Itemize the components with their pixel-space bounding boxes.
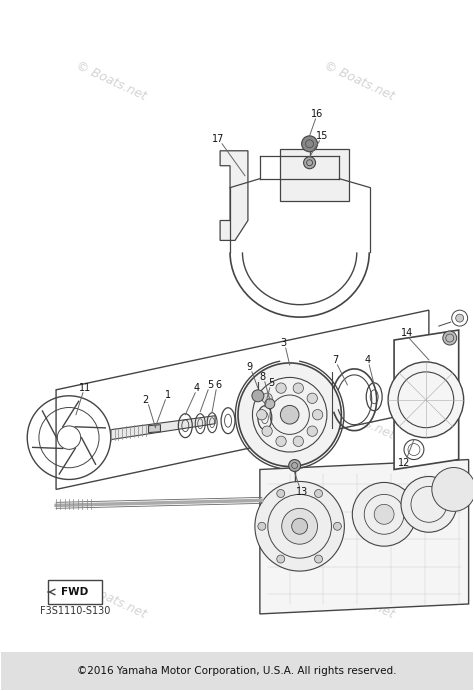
Polygon shape bbox=[260, 460, 469, 614]
Text: 14: 14 bbox=[401, 328, 413, 338]
Bar bbox=[1, 652, 473, 690]
Polygon shape bbox=[148, 425, 161, 433]
FancyBboxPatch shape bbox=[48, 580, 102, 604]
Circle shape bbox=[276, 436, 286, 446]
Text: © Boats.net: © Boats.net bbox=[322, 59, 397, 103]
Text: 4: 4 bbox=[364, 355, 370, 365]
Text: © Boats.net: © Boats.net bbox=[73, 59, 148, 103]
Text: F3S1110-S130: F3S1110-S130 bbox=[40, 606, 110, 616]
Circle shape bbox=[333, 522, 341, 530]
Circle shape bbox=[304, 157, 316, 169]
Circle shape bbox=[293, 383, 303, 393]
Circle shape bbox=[352, 482, 416, 546]
Circle shape bbox=[289, 460, 301, 471]
Text: 5: 5 bbox=[269, 378, 275, 388]
Polygon shape bbox=[56, 310, 429, 489]
Text: 16: 16 bbox=[311, 109, 324, 119]
Text: © Boats.net: © Boats.net bbox=[73, 398, 148, 442]
Circle shape bbox=[255, 482, 345, 571]
Circle shape bbox=[432, 468, 474, 511]
Circle shape bbox=[256, 410, 267, 420]
Circle shape bbox=[276, 383, 286, 393]
Circle shape bbox=[307, 426, 318, 436]
Circle shape bbox=[265, 399, 275, 409]
Text: 3: 3 bbox=[281, 338, 287, 348]
Circle shape bbox=[277, 555, 285, 563]
Polygon shape bbox=[220, 151, 248, 240]
Circle shape bbox=[262, 426, 272, 436]
Circle shape bbox=[277, 489, 285, 498]
Circle shape bbox=[252, 390, 264, 401]
Circle shape bbox=[292, 518, 308, 534]
Text: 17: 17 bbox=[212, 134, 224, 144]
Text: 7: 7 bbox=[332, 355, 338, 365]
Text: ©2016 Yamaha Motor Corporation, U.S.A. All rights reserved.: ©2016 Yamaha Motor Corporation, U.S.A. A… bbox=[77, 665, 397, 676]
Text: 1: 1 bbox=[165, 390, 172, 400]
Text: 15: 15 bbox=[316, 131, 328, 141]
Text: 4: 4 bbox=[193, 383, 199, 392]
Text: 6: 6 bbox=[215, 380, 221, 390]
Circle shape bbox=[456, 314, 464, 322]
Circle shape bbox=[315, 555, 322, 563]
Text: 5: 5 bbox=[207, 380, 213, 390]
Circle shape bbox=[312, 410, 323, 420]
Circle shape bbox=[307, 393, 318, 404]
Circle shape bbox=[315, 489, 322, 498]
Text: 9: 9 bbox=[247, 362, 253, 372]
Circle shape bbox=[401, 477, 457, 532]
Circle shape bbox=[282, 509, 318, 545]
Polygon shape bbox=[280, 149, 349, 200]
Circle shape bbox=[374, 504, 394, 524]
Text: © Boats.net: © Boats.net bbox=[73, 577, 148, 621]
Circle shape bbox=[262, 393, 272, 404]
Text: © Boats.net: © Boats.net bbox=[322, 577, 397, 621]
Text: 11: 11 bbox=[79, 383, 91, 392]
Polygon shape bbox=[394, 330, 459, 469]
Text: 8: 8 bbox=[260, 372, 266, 382]
Circle shape bbox=[293, 436, 303, 446]
Circle shape bbox=[258, 522, 266, 530]
Polygon shape bbox=[111, 416, 215, 439]
Circle shape bbox=[301, 136, 318, 152]
Circle shape bbox=[281, 406, 299, 424]
Text: © Boats.net: © Boats.net bbox=[322, 398, 397, 442]
Circle shape bbox=[443, 331, 457, 345]
Circle shape bbox=[388, 362, 464, 437]
Text: 12: 12 bbox=[398, 457, 410, 468]
Text: 2: 2 bbox=[142, 395, 149, 405]
Text: FWD: FWD bbox=[61, 587, 89, 597]
Text: 13: 13 bbox=[295, 487, 308, 498]
Circle shape bbox=[238, 363, 341, 466]
